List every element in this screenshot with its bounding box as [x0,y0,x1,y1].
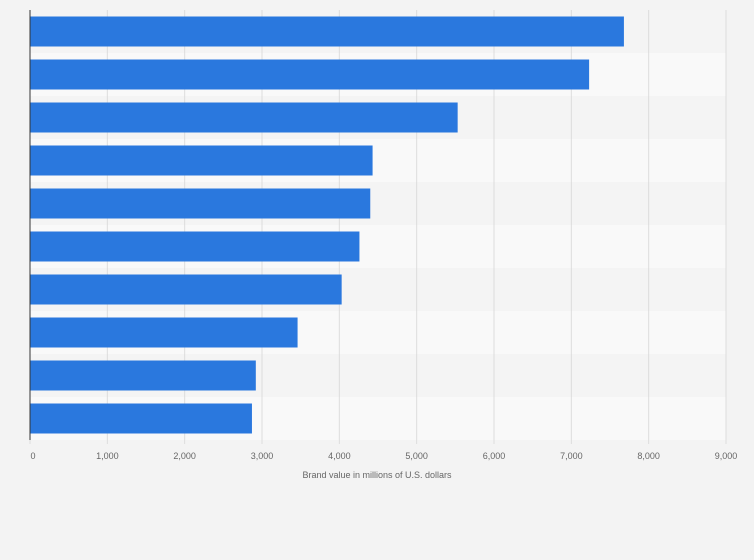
x-tick-label: 7,000 [560,451,583,461]
x-tick-label: 9,000 [715,451,738,461]
bar[interactable] [30,59,590,90]
bar[interactable] [30,102,458,133]
x-axis-title: Brand value in millions of U.S. dollars [302,470,452,480]
bar[interactable] [30,317,298,348]
bar[interactable] [30,274,342,305]
x-tick-label: 4,000 [328,451,351,461]
bar[interactable] [30,403,252,434]
bar[interactable] [30,188,371,219]
bar[interactable] [30,231,360,262]
x-tick-label: 8,000 [637,451,660,461]
x-tick-label: 1,000 [96,451,119,461]
bar[interactable] [30,145,373,176]
x-tick-label: 0 [30,451,35,461]
bar[interactable] [30,16,624,47]
x-tick-label: 2,000 [173,451,196,461]
x-tick-label: 3,000 [251,451,274,461]
x-axis-ticks: 0 1,000 2,000 3,000 4,000 5,000 6,000 7,000 8,00… [29,440,738,461]
bars [30,16,624,434]
x-tick-label: 5,000 [405,451,428,461]
x-tick-label: 6,000 [483,451,506,461]
bar[interactable] [30,360,256,391]
